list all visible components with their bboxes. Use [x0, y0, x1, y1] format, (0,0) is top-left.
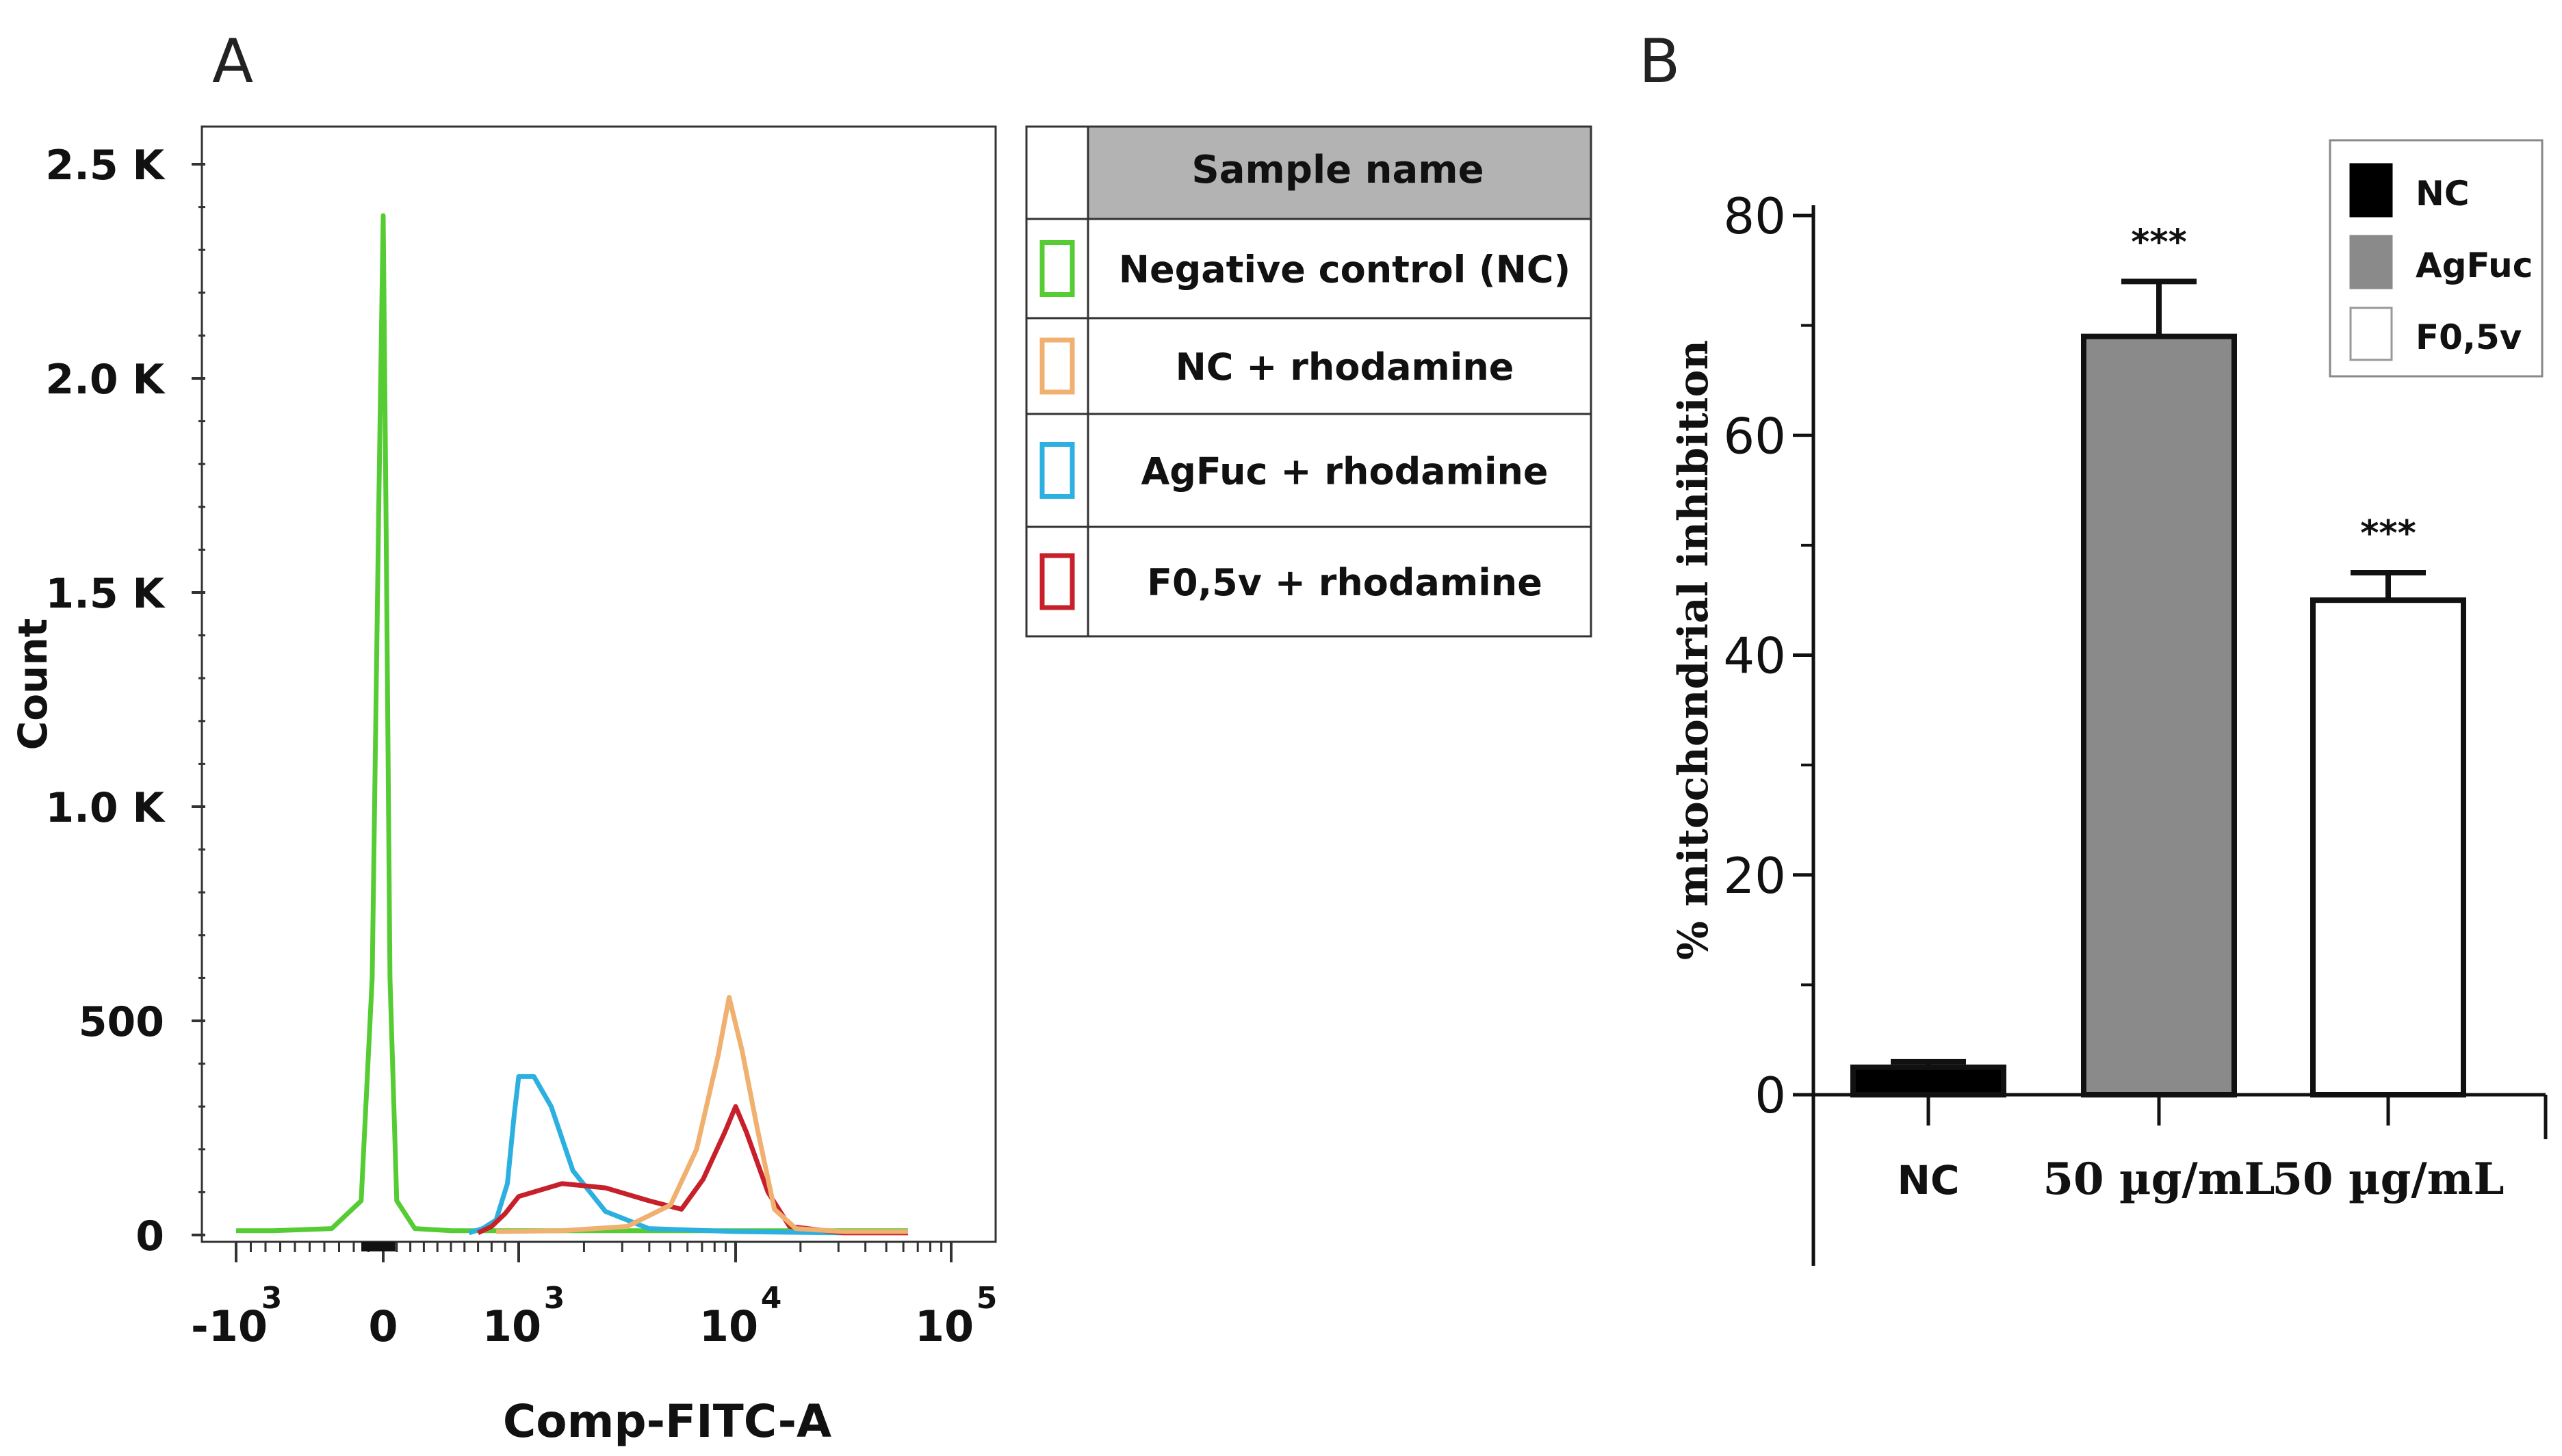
bar-y-tick-label: 20	[1723, 847, 1786, 905]
x-tick-exponent: 5	[976, 1281, 998, 1316]
legend-label-cell	[1087, 317, 1592, 415]
y-tick-label: 1.0 K	[45, 784, 166, 832]
significance-annotation: ***	[2131, 222, 2187, 263]
bar-y-tick-label: 0	[1755, 1067, 1786, 1124]
bar-chart-y-axis-label: % mitochondrial inhibition	[1670, 340, 1718, 960]
bar-chart-panel: 0 20 40 60 80 NC *** 50 µg/mL *** 50 µg/mL % mit…	[1670, 139, 2548, 1266]
histogram-curve-agfuc-rhodamine	[468, 1074, 844, 1236]
bar-legend-label: NC	[2416, 174, 2470, 213]
legend-swatch-cell	[1025, 317, 1089, 415]
bar-legend-label: F0,5v	[2416, 317, 2522, 357]
legend-swatch	[1039, 442, 1075, 499]
x-tick-exponent: 3	[544, 1281, 565, 1316]
histogram-y-axis-label: Count	[10, 619, 56, 751]
y-tick-label: 0	[135, 1212, 164, 1260]
legend-header-cell	[1087, 125, 1592, 220]
histogram-x-axis-label: Comp-FITC-A	[503, 1395, 831, 1448]
legend-swatch-cell	[1025, 525, 1089, 638]
legend-entry-label: NC + rhodamine	[1176, 346, 1514, 389]
x-tick-label: -10	[191, 1301, 268, 1351]
legend-entry-label: Negative control (NC)	[1119, 248, 1570, 291]
legend-swatch-cell	[1025, 218, 1089, 320]
x-tick-label: 10	[915, 1301, 974, 1351]
legend-swatch	[1039, 553, 1075, 610]
histogram-curve-negative-control-nc-	[236, 213, 908, 1234]
bar-y-tick-label: 60	[1723, 407, 1786, 465]
legend-swatch	[1039, 337, 1075, 395]
bar-nc	[1850, 1064, 2006, 1097]
x-tick-exponent: 3	[261, 1281, 283, 1316]
histogram-curve-f0-5v-rhodamine	[477, 1104, 908, 1236]
legend-rows: Negative control (NC) NC + rhodamine AgFuc…	[1025, 218, 1592, 638]
legend-header-label: Sample name	[1191, 148, 1484, 192]
bar-category-label: 50 µg/mL	[2043, 1154, 2275, 1205]
bar-chart-legend: NC AgFuc F0,5v	[2329, 139, 2544, 378]
bar-category-label: 50 µg/mL	[2272, 1154, 2504, 1205]
legend-swatch	[1039, 240, 1075, 297]
legend-label-cell	[1087, 525, 1592, 638]
histogram-curves	[236, 213, 908, 1236]
panel-a-letter: A	[212, 26, 253, 96]
histogram-plot-frame	[200, 125, 997, 1243]
y-tick-label: 500	[79, 998, 164, 1046]
bar-y-tick-label: 40	[1723, 627, 1786, 685]
bar-legend-swatch	[2349, 235, 2393, 289]
histogram-curve-nc-rhodamine	[495, 995, 908, 1234]
panel-b-letter: B	[1639, 26, 1680, 96]
y-tick-label: 2.0 K	[45, 356, 166, 404]
bar-y-tick-label: 80	[1723, 187, 1786, 245]
x-tick-exponent: 4	[761, 1281, 782, 1316]
y-tick-label: 2.5 K	[45, 142, 166, 190]
legend-header-blank-cell	[1025, 125, 1089, 220]
bar-legend-swatch	[2349, 163, 2393, 218]
legend-entry-label: AgFuc + rhodamine	[1141, 450, 1548, 493]
legend-entry-label: F0,5v + rhodamine	[1147, 561, 1542, 604]
x-tick-label: 10	[699, 1301, 758, 1351]
x-tick-label: 10	[482, 1301, 541, 1351]
sample-legend-table: Sample name Negative control (NC) NC + rh…	[1025, 125, 1592, 638]
bar-f0-5v	[2310, 597, 2466, 1097]
zero-axis-marker	[361, 1242, 396, 1251]
significance-annotation: ***	[2360, 513, 2416, 554]
bar-legend-swatch	[2349, 307, 2393, 361]
y-tick-label: 1.5 K	[45, 570, 166, 618]
legend-swatch-cell	[1025, 413, 1089, 528]
bar-category-label: NC	[1897, 1157, 1959, 1204]
bar-legend-label: AgFuc	[2416, 246, 2533, 285]
bar-chart-bars: NC *** 50 µg/mL *** 50 µg/mL	[1850, 222, 2505, 1205]
legend-label-cell	[1087, 218, 1592, 320]
bar-agfuc	[2081, 333, 2237, 1097]
histogram-y-axis: 0 500 1.0 K 1.5 K 2.0 K 2.5 K	[45, 142, 205, 1260]
x-tick-label: 0	[368, 1301, 398, 1351]
